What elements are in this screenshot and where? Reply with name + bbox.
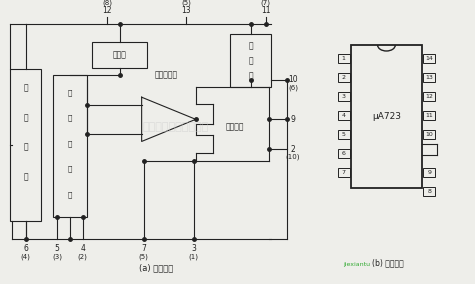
Text: 杭州将睿科技有限公司: 杭州将睿科技有限公司 (143, 122, 209, 132)
Text: 4: 4 (342, 113, 346, 118)
Text: 3: 3 (342, 94, 346, 99)
Text: 整: 整 (248, 56, 253, 65)
Text: (4): (4) (21, 253, 30, 260)
Bar (338, 168, 350, 177)
Text: 保护电路: 保护电路 (226, 122, 244, 131)
Text: 13: 13 (181, 6, 190, 15)
Text: 稳: 稳 (23, 84, 28, 93)
Text: (8): (8) (102, 0, 112, 6)
Text: 10: 10 (288, 75, 298, 84)
Text: 7: 7 (141, 244, 146, 253)
Text: μA723: μA723 (372, 112, 401, 121)
Bar (423, 187, 435, 196)
Text: 5: 5 (342, 132, 346, 137)
Text: 6: 6 (23, 244, 28, 253)
Bar (93, 42, 147, 68)
Text: 7: 7 (342, 170, 346, 175)
Text: (b) 引脚功能: (b) 引脚功能 (371, 259, 403, 268)
Text: 恒流源: 恒流源 (113, 51, 126, 59)
Text: (5): (5) (139, 253, 149, 260)
Text: (a) 内部结构: (a) 内部结构 (139, 264, 173, 273)
Bar (338, 130, 350, 139)
Text: 12: 12 (425, 94, 433, 99)
Text: 11: 11 (425, 113, 433, 118)
Bar (230, 34, 271, 87)
Bar (423, 130, 435, 139)
Bar (423, 111, 435, 120)
Text: (10): (10) (286, 154, 300, 160)
Text: 调: 调 (248, 41, 253, 51)
Text: 准: 准 (68, 114, 72, 121)
Text: (2): (2) (78, 253, 87, 260)
Text: 基: 基 (68, 89, 72, 96)
Text: 压: 压 (23, 113, 28, 122)
Text: (3): (3) (52, 253, 62, 260)
Text: 路: 路 (23, 172, 28, 181)
Text: 6: 6 (342, 151, 346, 156)
Text: 5: 5 (55, 244, 59, 253)
Text: (1): (1) (189, 253, 199, 260)
Bar (351, 45, 422, 188)
Text: 3: 3 (191, 244, 196, 253)
Text: 10: 10 (425, 132, 433, 137)
Text: 源: 源 (68, 191, 72, 198)
Text: (6): (6) (288, 84, 298, 91)
Text: 电: 电 (23, 143, 28, 152)
Bar (338, 92, 350, 101)
Text: 14: 14 (425, 56, 433, 61)
Text: 压: 压 (68, 166, 72, 172)
Bar (338, 54, 350, 63)
Text: 13: 13 (425, 75, 433, 80)
Text: 9: 9 (291, 115, 295, 124)
Text: 2: 2 (291, 145, 295, 154)
Text: 电: 电 (68, 140, 72, 147)
Text: 11: 11 (261, 6, 270, 15)
Text: jiexiantu: jiexiantu (343, 262, 370, 267)
Text: 12: 12 (103, 6, 112, 15)
Text: (7): (7) (260, 0, 271, 6)
Text: 4: 4 (80, 244, 85, 253)
Text: 1: 1 (342, 56, 346, 61)
Bar (10, 69, 41, 221)
Bar (423, 92, 435, 101)
Bar (53, 75, 86, 217)
Text: 8: 8 (428, 189, 431, 194)
Text: 管: 管 (248, 71, 253, 80)
Bar (338, 149, 350, 158)
Bar (423, 73, 435, 82)
Text: (5): (5) (181, 0, 191, 6)
Bar (423, 54, 435, 63)
Text: 2: 2 (342, 75, 346, 80)
Bar (423, 168, 435, 177)
Text: 误差放大器: 误差放大器 (155, 70, 178, 79)
Bar (338, 111, 350, 120)
Bar (338, 73, 350, 82)
Text: 9: 9 (427, 170, 431, 175)
